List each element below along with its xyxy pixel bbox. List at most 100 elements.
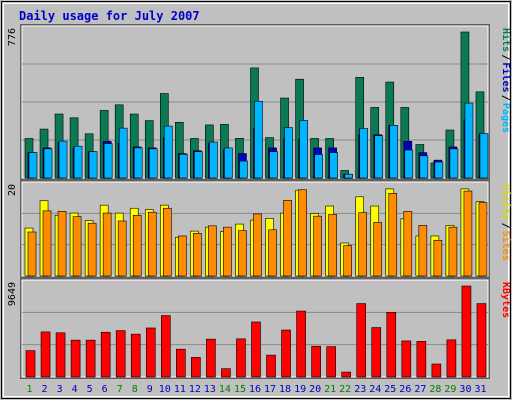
day-label-7: 7 xyxy=(117,384,123,395)
sites-bar-27 xyxy=(418,225,428,277)
sites-bar-24 xyxy=(373,222,383,277)
legend-separator-0-1: / xyxy=(500,54,511,60)
pages-bar-21 xyxy=(329,152,338,179)
sites-bar-17 xyxy=(268,229,277,277)
sites-bar-12 xyxy=(193,233,202,277)
pages-bar-20 xyxy=(314,154,323,179)
kbytes-bar-21 xyxy=(326,346,336,378)
day-label-1: 1 xyxy=(27,384,33,395)
legend-kbytes: KBytes xyxy=(500,282,511,318)
sites-bar-2 xyxy=(42,210,52,277)
sites-bar-26 xyxy=(403,211,413,277)
day-label-11: 11 xyxy=(174,384,186,395)
ytick-label-0: 776 xyxy=(7,28,18,46)
day-label-29: 29 xyxy=(444,384,456,395)
kbytes-bar-22 xyxy=(341,371,351,378)
kbytes-bar-12 xyxy=(191,357,201,378)
legend-separator-0-2: / xyxy=(500,95,511,101)
kbytes-bar-7 xyxy=(115,330,126,378)
sites-bar-14 xyxy=(223,226,232,277)
kbytes-bar-20 xyxy=(311,345,321,378)
kbytes-bar-28 xyxy=(431,363,442,378)
kbytes-bar-11 xyxy=(176,348,186,378)
kbytes-bar-13 xyxy=(206,338,216,378)
day-label-6: 6 xyxy=(102,384,108,395)
ytick-label-2: 9649 xyxy=(7,282,18,306)
day-label-3: 3 xyxy=(57,384,63,395)
kbytes-bar-1 xyxy=(25,350,36,378)
day-label-21: 21 xyxy=(324,384,336,395)
pages-bar-14 xyxy=(224,147,233,179)
day-label-8: 8 xyxy=(132,384,138,395)
sites-bar-20 xyxy=(313,215,322,277)
sites-bar-9 xyxy=(147,211,157,277)
kbytes-bar-29 xyxy=(446,339,457,378)
sites-bar-6 xyxy=(102,212,112,277)
pages-bar-26 xyxy=(404,149,414,179)
sites-bar-11 xyxy=(178,235,187,277)
day-label-10: 10 xyxy=(159,384,171,395)
pages-bar-9 xyxy=(148,148,158,179)
pages-bar-16 xyxy=(254,100,263,179)
sites-bar-7 xyxy=(117,220,127,277)
pages-bar-19 xyxy=(299,120,308,179)
pages-bar-18 xyxy=(284,127,293,179)
pages-bar-5 xyxy=(88,151,98,179)
sites-bar-5 xyxy=(87,222,97,277)
kbytes-bar-19 xyxy=(296,310,306,378)
day-label-24: 24 xyxy=(369,384,381,395)
day-label-31: 31 xyxy=(474,384,486,395)
kbytes-bar-8 xyxy=(130,333,141,378)
day-label-26: 26 xyxy=(399,384,411,395)
kbytes-bar-30 xyxy=(461,285,472,378)
day-label-30: 30 xyxy=(459,384,471,395)
day-label-2: 2 xyxy=(42,384,48,395)
chart-border-inner xyxy=(3,3,509,397)
pages-bar-1 xyxy=(28,152,38,179)
kbytes-bar-2 xyxy=(40,331,51,378)
kbytes-bar-10 xyxy=(160,315,171,378)
pages-bar-29 xyxy=(449,148,459,179)
kbytes-bar-18 xyxy=(281,329,291,378)
kbytes-bar-16 xyxy=(251,321,261,378)
kbytes-bar-15 xyxy=(236,338,246,378)
sites-bar-25 xyxy=(388,192,398,277)
kbytes-bar-14 xyxy=(221,368,231,378)
pages-bar-6 xyxy=(103,143,113,179)
pages-bar-31 xyxy=(479,133,489,179)
day-label-5: 5 xyxy=(87,384,93,395)
sites-bar-18 xyxy=(283,200,292,277)
sites-bar-1 xyxy=(27,231,37,277)
day-label-18: 18 xyxy=(279,384,291,395)
pages-bar-3 xyxy=(58,140,68,179)
day-label-16: 16 xyxy=(249,384,261,395)
kbytes-bar-23 xyxy=(356,303,367,378)
pages-bar-27 xyxy=(419,155,429,179)
pages-bar-11 xyxy=(179,153,188,179)
legend-sites: Sites xyxy=(500,231,512,261)
day-label-9: 9 xyxy=(147,384,153,395)
day-label-28: 28 xyxy=(429,384,441,395)
day-label-4: 4 xyxy=(72,384,78,395)
sites-bar-15 xyxy=(238,230,247,277)
legend-files: Files xyxy=(500,62,512,92)
sites-bar-30 xyxy=(463,190,473,277)
pages-bar-4 xyxy=(73,145,83,179)
day-label-12: 12 xyxy=(189,384,201,395)
sites-bar-19 xyxy=(298,189,307,277)
sites-bar-31 xyxy=(478,202,488,277)
sites-bar-21 xyxy=(328,214,337,277)
pages-bar-15 xyxy=(239,160,248,179)
pages-bar-13 xyxy=(209,141,218,179)
day-label-23: 23 xyxy=(354,384,366,395)
pages-bar-12 xyxy=(194,151,203,179)
day-label-13: 13 xyxy=(204,384,216,395)
chart-title: Daily usage for July 2007 xyxy=(19,9,200,23)
sites-bar-10 xyxy=(162,207,172,277)
pages-bar-23 xyxy=(359,128,369,179)
sites-bar-28 xyxy=(433,240,443,277)
day-label-20: 20 xyxy=(309,384,321,395)
pages-bar-24 xyxy=(374,135,384,179)
kbytes-bar-3 xyxy=(55,332,66,378)
